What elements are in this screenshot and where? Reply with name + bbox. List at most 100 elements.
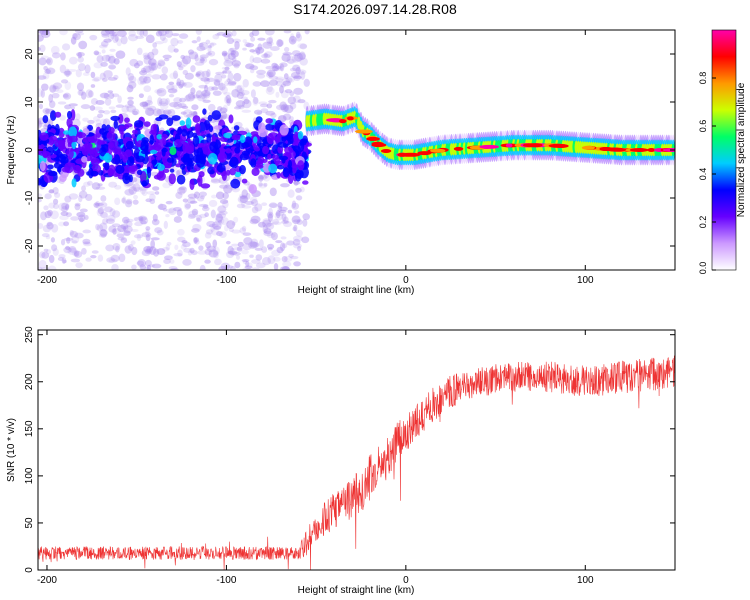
noise-blob [130,228,139,232]
noise-blob [187,193,198,199]
noise-blob [238,91,246,97]
noise-blob [192,94,200,99]
ridge-core [417,151,432,156]
noise-band-blob [179,120,186,126]
noise-blob [249,49,256,53]
noise-blob [275,240,283,244]
noise-blob [122,196,127,205]
noise-blob [146,107,154,117]
noise-blob [159,33,166,42]
noise-band-blob [182,153,188,165]
noise-blob [225,182,230,189]
noise-blob [88,90,94,98]
noise-band-blob [42,151,51,159]
noise-blob [267,233,276,239]
noise-blob [141,67,147,74]
noise-blob [259,103,269,108]
noise-blob [303,78,310,87]
noise-blob [293,219,301,223]
noise-blob [275,209,281,219]
noise-blob [49,85,57,93]
noise-blob [100,195,107,202]
noise-band-blob [114,154,121,165]
noise-blob [231,88,240,98]
noise-blob [52,248,59,256]
noise-blob [260,80,270,88]
noise-band-blob [101,143,110,153]
noise-blob [236,92,244,100]
noise-blob [74,202,81,207]
noise-blob [199,54,209,59]
noise-blob [231,229,241,234]
noise-blob [154,89,163,94]
noise-blob [72,251,78,257]
noise-blob [136,234,142,242]
noise-blob [224,80,229,87]
noise-blob [173,253,183,257]
noise-blob [182,258,192,266]
noise-blob [224,66,230,71]
noise-blob [201,206,210,212]
noise-blob [140,216,147,222]
noise-blob [271,218,280,225]
noise-blob [243,98,250,105]
noise-blob [258,176,265,180]
noise-blob [72,33,81,41]
noise-blob [38,57,47,66]
noise-blob [130,183,136,191]
noise-blob [173,97,182,104]
noise-blob [173,101,183,110]
noise-blob [222,192,229,200]
ridge-core [346,116,354,121]
noise-blob [61,205,68,213]
noise-blob [138,75,148,83]
noise-blob [102,77,108,82]
noise-blob [157,97,163,107]
noise-blob [211,194,217,199]
noise-band-blob [124,117,130,123]
noise-blob [250,68,255,74]
noise-blob [81,91,87,100]
noise-blob [266,103,273,109]
noise-blob [237,241,244,247]
noise-blob [294,210,300,214]
noise-blob [176,82,186,86]
noise-blob [251,267,261,270]
noise-blob [128,186,137,195]
noise-blob [103,92,110,100]
noise-band-blob [241,178,248,184]
noise-blob [50,210,59,220]
noise-blob [64,204,70,211]
spectrogram-y-tick-label: 20 [24,48,35,60]
noise-blob [260,108,269,114]
noise-blob [71,235,80,244]
noise-blob [58,254,66,258]
noise-blob [221,50,228,56]
noise-band-blob [198,121,206,134]
noise-blob [263,230,274,237]
colorbar: 0.0 0.2 0.4 0.6 0.8 Normalized spectral ampl… [698,29,747,274]
noise-blob [245,42,255,48]
noise-blob [83,181,91,187]
noise-blob [249,55,255,64]
noise-blob [304,30,310,35]
noise-blob [195,71,202,76]
noise-blob [158,30,167,37]
ridge-core [482,145,491,150]
noise-blob [196,70,205,79]
noise-band-blob [264,123,275,131]
noise-blob [271,62,278,68]
noise-blob [278,209,287,213]
noise-band-blob [207,152,218,165]
noise-blob [166,84,175,91]
noise-band-blob [199,157,206,165]
noise-blob [165,30,170,35]
noise-band-blob [177,126,182,135]
noise-blob [145,65,155,74]
snr-x-ticks: -200 -100 0 100 [37,330,594,586]
noise-blob [168,93,175,98]
noise-blob [96,55,104,63]
noise-blob [124,245,132,254]
noise-blob [207,50,216,57]
